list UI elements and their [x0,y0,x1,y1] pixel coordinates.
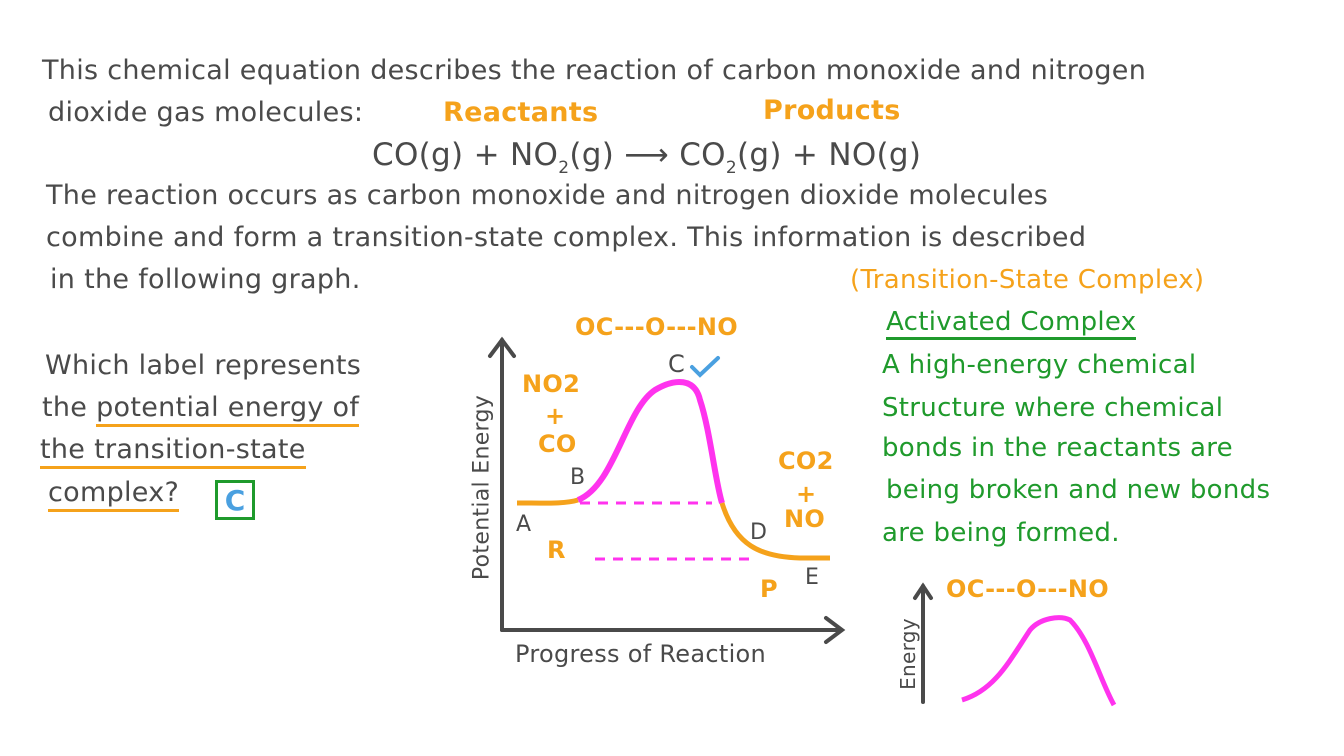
point-label-d: D [750,520,768,545]
products-formula: CO2 [778,447,834,475]
small-y-axis-label: Energy [896,618,920,690]
curve-product-segment [719,502,830,561]
intro-line-1: This chemical equation describes the rea… [42,55,1147,86]
point-label-b: B [570,465,586,490]
curve-reactant-segment [516,497,579,506]
check-icon [690,356,720,378]
paragraph-line-2: combine and form a transition-state comp… [46,222,1087,253]
small-curve [961,615,1117,707]
paragraph-line-3: in the following graph. [50,264,361,295]
question-line-3: the transition-state [40,434,306,469]
definition-line: bonds in the reactants are [882,433,1233,463]
level-label-r: R [547,536,566,564]
reactants-formula: NO2 [522,370,581,398]
question-line-2: the potential energy of [42,392,360,427]
axes [488,336,846,644]
reactants-label: Reactants [443,97,599,128]
level-label-p: P [760,575,778,603]
paragraph-line-1: The reaction occurs as carbon monoxide a… [46,180,1049,211]
co2-product: CO2(g) [679,137,782,178]
x-axis-label: Progress of Reaction [515,640,767,668]
chemical-equation: CO(g) + NO2(g) ⟶ CO2(g) + NO(g) [372,137,922,178]
curve-activation-segment [576,378,725,504]
small-axes [913,582,933,704]
co-reactant: CO(g) [372,137,464,173]
small-transition-state-label: OC---O---NO [946,575,1109,603]
transition-state-alt-name: (Transition-State Complex) [850,265,1205,295]
definition-line: Structure where chemical [882,393,1224,423]
definition-line: are being formed. [882,518,1120,548]
products-label: Products [763,95,901,126]
definition-line: being broken and new bonds [886,475,1271,505]
definition-line: A high-energy chemical [882,350,1197,380]
no-product: NO(g) [828,137,922,173]
reaction-arrow: ⟶ [624,137,670,173]
definition-title: Activated Complex [886,307,1137,340]
intro-line-2: dioxide gas molecules: [48,97,364,128]
question-line-1: Which label represents [45,350,362,381]
point-label-c: C [668,350,686,378]
y-axis-label: Potential Energy [469,394,495,581]
point-label-e: E [805,565,820,590]
question-line-4: complex? [48,477,180,512]
no2-reactant: NO2(g) [510,137,615,178]
transition-state-label: OC---O---NO [575,313,738,341]
point-label-a: A [516,512,532,537]
answer-box: C [215,480,255,520]
